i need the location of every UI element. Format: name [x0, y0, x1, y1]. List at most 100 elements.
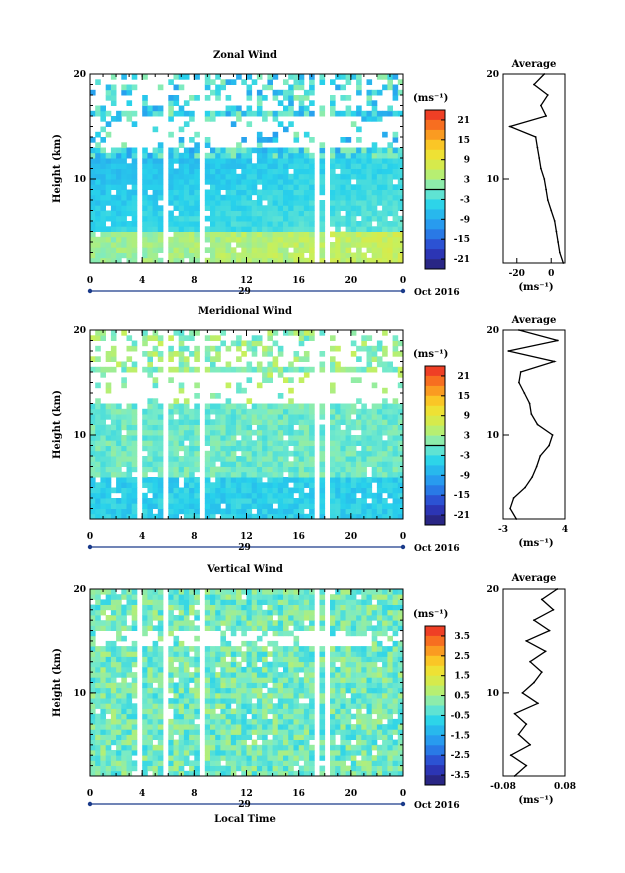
heatmap-cell	[105, 179, 112, 185]
heatmap-cell	[230, 79, 237, 85]
heatmap-cell	[303, 713, 310, 720]
heatmap-cell	[105, 765, 112, 772]
heatmap-cell	[189, 734, 195, 740]
heatmap-cell	[131, 734, 138, 740]
heatmap-cell	[397, 718, 404, 725]
heatmap-cell	[95, 158, 101, 164]
heatmap-cell	[319, 247, 326, 253]
heatmap-cell	[371, 672, 378, 678]
heatmap-cell	[100, 760, 106, 766]
heatmap-cell	[277, 247, 284, 253]
heatmap-cell	[157, 708, 164, 715]
heatmap-cell	[90, 703, 96, 709]
heatmap-cell	[168, 445, 174, 452]
heatmap-cell	[110, 179, 117, 185]
heatmap-cell	[241, 408, 247, 415]
heatmap-cell	[215, 692, 221, 699]
heatmap-cell	[236, 744, 242, 751]
heatmap-cell	[283, 755, 289, 761]
heatmap-cell	[350, 231, 357, 238]
heatmap-cell	[277, 252, 284, 259]
heatmap-cell	[376, 356, 383, 362]
heatmap-cell	[382, 184, 388, 190]
heatmap-cell	[220, 226, 226, 232]
heatmap-cell	[251, 205, 258, 211]
heatmap-cell	[194, 589, 200, 595]
heatmap-cell	[168, 487, 174, 494]
heatmap-cell	[215, 760, 221, 766]
heatmap-cell	[267, 708, 273, 715]
heatmap-cell	[335, 366, 341, 373]
heatmap-cell	[262, 471, 268, 478]
heatmap-cell	[230, 110, 237, 117]
heatmap-cell	[157, 498, 164, 504]
heatmap-cell	[267, 604, 273, 611]
heatmap-cell	[371, 630, 378, 637]
heatmap-cell	[246, 89, 253, 96]
heatmap-cell	[131, 482, 138, 488]
heatmap-cell	[335, 414, 341, 420]
heatmap-cell	[288, 231, 294, 238]
heatmap-cell	[283, 482, 289, 488]
heatmap-cell	[100, 450, 106, 457]
heatmap-cell	[225, 471, 232, 478]
heatmap-cell	[173, 200, 180, 206]
heatmap-cell	[350, 236, 357, 243]
heatmap-cell	[267, 194, 273, 201]
heatmap-cell	[220, 744, 226, 751]
heatmap-cell	[387, 646, 393, 652]
heatmap-cell	[272, 471, 279, 478]
heatmap-cell	[256, 152, 263, 159]
heatmap-cell	[204, 724, 211, 730]
heatmap-cell	[382, 194, 388, 201]
heatmap-cell	[397, 200, 404, 206]
heatmap-cell	[361, 429, 367, 436]
heatmap-cell	[366, 189, 373, 196]
heatmap-cell	[90, 403, 96, 410]
heatmap-cell	[319, 205, 326, 211]
heatmap-cell	[382, 687, 388, 694]
heatmap-cell	[225, 698, 232, 704]
colorbar-tick-label: -21	[454, 511, 470, 521]
heatmap-cell	[152, 440, 159, 446]
heatmap-cell	[335, 226, 341, 232]
heatmap-cell	[236, 661, 242, 668]
heatmap-cell	[256, 492, 263, 499]
heatmap-cell	[236, 257, 242, 264]
heatmap-cell	[204, 461, 211, 467]
heatmap-cell	[382, 361, 388, 368]
heatmap-cell	[126, 729, 133, 735]
heatmap-cell	[178, 168, 185, 175]
heatmap-cell	[376, 173, 383, 180]
heatmap-cell	[277, 498, 284, 504]
heatmap-cell	[267, 492, 273, 499]
heatmap-cell	[251, 79, 258, 85]
heatmap-cell	[366, 200, 373, 206]
heatmap-cell	[100, 372, 106, 378]
heatmap-cell	[397, 713, 404, 720]
heatmap-cell	[183, 184, 190, 190]
heatmap-cell	[142, 734, 148, 740]
heatmap-cell	[189, 257, 195, 264]
heatmap-cell	[215, 242, 221, 248]
heatmap-cell	[194, 687, 200, 694]
heatmap-cell	[210, 456, 216, 462]
heatmap-cell	[293, 604, 300, 611]
heatmap-cell	[272, 492, 279, 499]
heatmap-cell	[277, 625, 284, 631]
heatmap-cell	[298, 242, 305, 248]
heatmap-cell	[95, 79, 101, 85]
heatmap-cell	[142, 739, 148, 746]
heatmap-cell	[90, 718, 96, 725]
heatmap-cell	[356, 599, 362, 605]
heatmap-cell	[189, 116, 195, 122]
heatmap-cell	[230, 147, 237, 154]
heatmap-cell	[142, 189, 148, 196]
vertical-avg-title: Average	[511, 573, 557, 584]
heatmap-cell	[95, 242, 101, 248]
heatmap-cell	[272, 718, 279, 725]
heatmap-cell	[277, 477, 284, 483]
heatmap-cell	[309, 403, 315, 410]
heatmap-cell	[183, 252, 190, 259]
heatmap-cell	[147, 609, 153, 616]
